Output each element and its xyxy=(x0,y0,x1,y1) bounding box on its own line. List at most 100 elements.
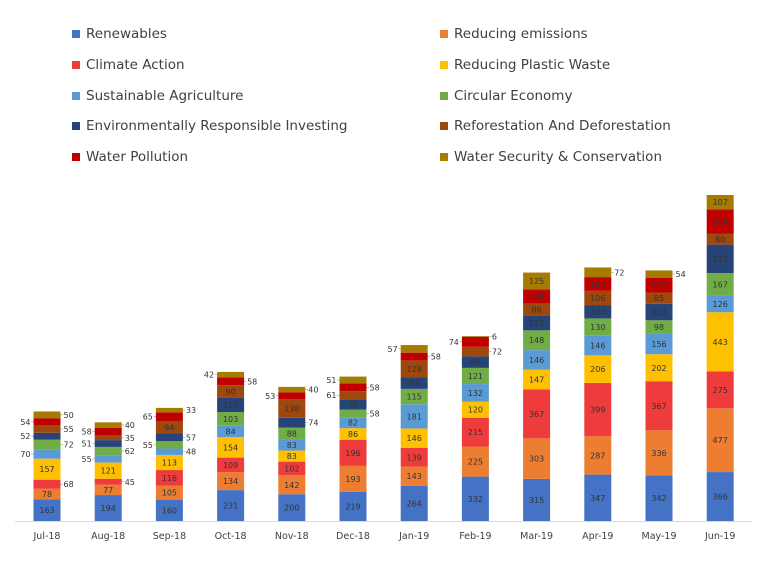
bar-segment xyxy=(217,472,245,491)
data-label: 148 xyxy=(529,336,544,345)
data-label: 123 xyxy=(651,308,666,317)
bar-segment xyxy=(584,436,612,475)
bar-segment xyxy=(339,428,367,440)
legend-item: Water Pollution xyxy=(72,149,188,165)
bar-segment xyxy=(461,336,489,347)
bar-segment xyxy=(461,346,489,357)
bar-segment xyxy=(706,195,734,210)
legend-label: Circular Economy xyxy=(454,87,573,104)
data-label: 83 xyxy=(287,441,297,450)
bar-segment xyxy=(33,458,61,480)
data-label: 142 xyxy=(284,481,299,490)
data-label: 157 xyxy=(39,465,54,474)
data-label: 58 xyxy=(247,377,257,386)
bar-segment xyxy=(706,244,734,274)
data-label: 80 xyxy=(715,235,725,244)
data-label: 72 xyxy=(64,441,74,450)
bar-segment xyxy=(155,412,183,421)
data-label: 156 xyxy=(651,340,666,349)
x-tick-label: Sep-18 xyxy=(153,531,186,542)
bar-segment xyxy=(217,425,245,438)
bar-segment xyxy=(155,433,183,442)
data-label: 58 xyxy=(82,428,92,437)
bar-segment xyxy=(400,466,428,486)
bar-segment xyxy=(278,417,306,428)
bar-segment xyxy=(339,465,367,492)
data-label: 126 xyxy=(713,300,728,309)
data-label: 53 xyxy=(265,392,275,401)
bar-segment xyxy=(584,382,612,437)
data-label: 366 xyxy=(713,493,728,502)
bar-segment xyxy=(400,428,428,448)
data-label: 57 xyxy=(186,433,196,442)
bar-segment xyxy=(645,430,673,476)
data-label: 72 xyxy=(492,348,502,357)
x-tick-label: Jul-18 xyxy=(33,531,61,542)
data-label: 74 xyxy=(449,338,459,347)
bar-segment xyxy=(400,345,428,353)
legend-label: Sustainable Agriculture xyxy=(86,87,244,104)
data-label: 342 xyxy=(651,494,666,503)
bar-segment xyxy=(339,383,367,392)
data-label: 206 xyxy=(590,365,605,374)
legend-swatch xyxy=(72,91,80,100)
bar-segment xyxy=(461,417,489,447)
data-label: 77 xyxy=(103,486,113,495)
data-label: 82 xyxy=(348,419,358,428)
bar-segment xyxy=(339,409,367,418)
bar-segment xyxy=(33,488,61,500)
legend-item: Sustainable Agriculture xyxy=(72,88,243,104)
bar-segment xyxy=(706,295,734,313)
bar-segment xyxy=(278,427,306,440)
legend-swatch xyxy=(72,60,80,69)
legend-label: Water Pollution xyxy=(86,149,189,166)
legend-item: Reducing emissions xyxy=(440,26,588,42)
bar-segment xyxy=(94,478,122,485)
bar-segment xyxy=(706,233,734,245)
legend-label: Climate Action xyxy=(86,56,185,73)
legend-label: Renewables xyxy=(86,26,167,42)
bar-segment xyxy=(339,399,367,410)
data-label: 146 xyxy=(590,342,605,351)
bar-segment xyxy=(645,292,673,304)
bar-segment xyxy=(217,397,245,413)
data-label: 109 xyxy=(223,461,238,470)
bar-segment xyxy=(523,315,551,331)
bar-segment xyxy=(33,499,61,521)
bar-segment xyxy=(278,392,306,400)
data-label: 125 xyxy=(529,277,544,286)
data-label: 65 xyxy=(143,413,153,422)
bar-segment xyxy=(461,476,489,521)
bar-segment xyxy=(706,312,734,372)
data-label: 184 xyxy=(713,218,728,227)
data-label: 55 xyxy=(64,425,74,434)
data-label: 98 xyxy=(654,323,664,332)
data-label: 120 xyxy=(468,406,483,415)
data-label: 55 xyxy=(82,455,92,464)
data-label: 62 xyxy=(125,447,135,456)
data-label: 54 xyxy=(20,418,30,427)
chart-legend: Renewables Reducing emissions Climate Acti… xyxy=(0,0,768,175)
data-label: 76 xyxy=(348,400,358,409)
data-label: 196 xyxy=(345,449,360,458)
bar-segment xyxy=(94,427,122,436)
bar-segment xyxy=(33,418,61,426)
bar-segment xyxy=(94,435,122,441)
data-label: 106 xyxy=(590,294,605,303)
bar-segment xyxy=(33,439,61,450)
data-label: 113 xyxy=(529,319,544,328)
data-label: 163 xyxy=(39,506,54,515)
bar-segment xyxy=(523,303,551,316)
bar-segment xyxy=(217,412,245,426)
bar-segment xyxy=(706,371,734,409)
bar-segment xyxy=(94,455,122,463)
bar-segment xyxy=(523,389,551,439)
bar-segment xyxy=(339,417,367,429)
bar-segment xyxy=(584,290,612,306)
bar-segment xyxy=(33,449,61,459)
data-label: 108 xyxy=(529,292,544,301)
bar-segment xyxy=(339,391,367,400)
bar-segment xyxy=(278,475,306,495)
bar-segment xyxy=(33,411,61,419)
bar-segment xyxy=(94,440,122,447)
